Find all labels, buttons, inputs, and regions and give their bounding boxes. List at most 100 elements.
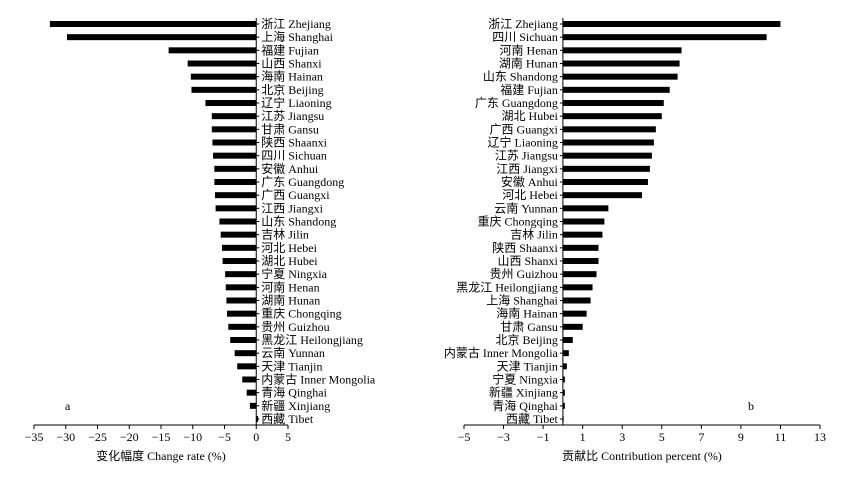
- panel-b-category-23: 甘肃 Gansu: [500, 320, 558, 334]
- panel-b-bar-1: [562, 34, 767, 41]
- panel-b-bar-15: [562, 218, 605, 225]
- panel-b-category-11: 江西 Jiangxi: [496, 162, 558, 176]
- panel-b-xtick-label-0: −5: [458, 430, 471, 444]
- panel-b-category-21: 上海 Shanghai: [486, 293, 558, 308]
- panel-a-bar-17: [221, 244, 257, 251]
- panel-b-bar-29: [562, 402, 565, 409]
- panel-a-category-10: 四川 Sichuan: [261, 149, 327, 163]
- panel-b-category-7: 湖北 Hubei: [502, 108, 559, 123]
- panel-b-category-26: 天津 Tianjin: [497, 359, 558, 373]
- panel-b-category-12: 安徽 Anhui: [501, 174, 559, 189]
- panel-b-category-1: 四川 Sichuan: [492, 30, 558, 44]
- panel-b-bar-20: [562, 284, 593, 291]
- panel-b-category-24: 北京 Beijing: [496, 333, 558, 347]
- panel-a-bar-3: [187, 60, 257, 67]
- panel-a-bar-7: [211, 113, 257, 120]
- panel-b-category-3: 湖南 Hunan: [499, 56, 558, 71]
- panel-b-bar-12: [562, 179, 648, 185]
- panel-b-label: b: [748, 399, 754, 413]
- panel-b-bar-2: [562, 47, 682, 54]
- panel-a-bar-13: [214, 192, 257, 199]
- panel-b-category-18: 山西 Shanxi: [498, 254, 559, 268]
- panel-a-category-9: 陕西 Shaanxi: [261, 135, 327, 150]
- panel-b-category-0: 浙江 Zhejiang: [488, 17, 558, 31]
- panel-a-xtick-label-6: −5: [218, 430, 231, 444]
- panel-a-category-14: 江西 Jiangxi: [261, 201, 323, 215]
- panel-a-bar-8: [211, 126, 257, 133]
- panel-a-bar-28: [246, 389, 257, 396]
- panel-a-category-24: 黑龙江 Heilongjiang: [261, 333, 363, 347]
- panel-a-xtick-label-3: −20: [120, 430, 139, 444]
- panel-b-category-9: 辽宁 Liaoning: [488, 135, 558, 150]
- panel-b-category-19: 贵州 Guizhou: [490, 267, 558, 281]
- panel-b-bar-10: [562, 152, 652, 159]
- panel-b-xtick-label-5: 5: [659, 430, 665, 444]
- panel-b-category-20: 黑龙江 Heilongjiang: [456, 280, 558, 294]
- panel-b-category-22: 海南 Hainan: [496, 306, 558, 321]
- panel-a-category-22: 重庆 Chongqing: [261, 307, 341, 321]
- panel-b-xtick-label-4: 3: [619, 430, 625, 444]
- panel-b-xtick-label-7: 9: [738, 430, 744, 444]
- panel-b-xtick-label-9: 13: [814, 430, 826, 444]
- panel-a-category-15: 山东 Shandong: [261, 215, 336, 229]
- panel-a-bar-18: [222, 258, 257, 264]
- panel-b-xtick-label-2: −1: [537, 430, 550, 444]
- panel-b-category-16: 吉林 Jilin: [510, 228, 558, 242]
- panel-a-category-28: 青海 Qinghai: [261, 385, 327, 400]
- panel-a-bar-22: [227, 310, 257, 317]
- panel-b-category-29: 青海 Qinghai: [492, 398, 558, 413]
- panel-a-label: a: [65, 399, 71, 413]
- panel-a-bar-24: [230, 337, 257, 343]
- panel-a-bar-1: [67, 34, 257, 41]
- panel-a-bar-12: [214, 179, 257, 185]
- panel-b-bar-8: [562, 126, 656, 133]
- panel-b-xtick-label-1: −3: [497, 430, 510, 444]
- panel-a-bar-23: [228, 323, 257, 330]
- panel-a-category-23: 贵州 Guizhou: [261, 320, 329, 334]
- panel-b-bar-14: [562, 205, 609, 212]
- panel-a-category-1: 上海 Shanghai: [261, 29, 333, 44]
- panel-b-bar-17: [562, 244, 599, 251]
- panel-b-bar-24: [562, 337, 573, 343]
- panel-a-bar-0: [49, 21, 257, 27]
- panel-a-category-19: 宁夏 Ningxia: [261, 266, 327, 281]
- panel-a-bar-21: [226, 297, 257, 304]
- panel-a-category-6: 辽宁 Liaoning: [261, 95, 331, 110]
- panel-a-xtick-label-8: 5: [285, 430, 291, 444]
- panel-b-bar-22: [562, 310, 587, 317]
- panel-a-category-25: 云南 Yunnan: [261, 345, 325, 360]
- panel-b-bar-21: [562, 297, 591, 304]
- panel-a-bar-14: [215, 205, 257, 212]
- panel-b-category-8: 广西 Guangxi: [490, 122, 559, 136]
- panel-b-bar-0: [562, 21, 781, 27]
- panel-b-xlabel: 贡献比 Contribution percent (%): [562, 448, 722, 463]
- panel-b-category-4: 山东 Shandong: [483, 70, 558, 84]
- panel-b-category-27: 宁夏 Ningxia: [492, 372, 558, 387]
- panel-a-xtick-label-5: −10: [183, 430, 202, 444]
- panel-b-category-13: 河北 Hebei: [502, 188, 558, 202]
- panel-b-bar-5: [562, 86, 670, 93]
- panel-a-category-27: 内蒙古 Inner Mongolia: [261, 372, 376, 387]
- panel-b-category-6: 广东 Guangdong: [475, 96, 558, 110]
- panel-a-bar-29: [249, 402, 257, 409]
- panel-a-xtick-label-2: −25: [88, 430, 107, 444]
- panel-a-bar-6: [205, 100, 257, 106]
- panel-a-category-3: 山西 Shanxi: [261, 57, 322, 71]
- panel-b-category-15: 重庆 Chongqing: [478, 215, 558, 229]
- panel-a-category-30: 西藏 Tibet: [261, 412, 314, 426]
- panel-b-bar-11: [562, 165, 650, 172]
- panel-b-bar-16: [562, 231, 603, 238]
- panel-a-category-2: 福建 Fujian: [261, 42, 319, 57]
- panel-a-xtick-label-0: −35: [25, 430, 44, 444]
- panel-b-bar-27: [562, 376, 565, 383]
- panel-a-category-29: 新疆 Xinjiang: [261, 398, 330, 413]
- panel-a-category-16: 吉林 Jilin: [261, 228, 309, 242]
- panel-a-category-0: 浙江 Zhejiang: [261, 17, 331, 31]
- panel-a-category-8: 甘肃 Gansu: [261, 122, 319, 136]
- panel-a-category-4: 海南 Hainan: [261, 69, 323, 84]
- panel-a-bar-19: [225, 271, 257, 278]
- panel-b-bar-19: [562, 271, 597, 278]
- panel-a-category-12: 广东 Guangdong: [261, 175, 344, 189]
- panel-a-category-26: 天津 Tianjin: [261, 359, 322, 373]
